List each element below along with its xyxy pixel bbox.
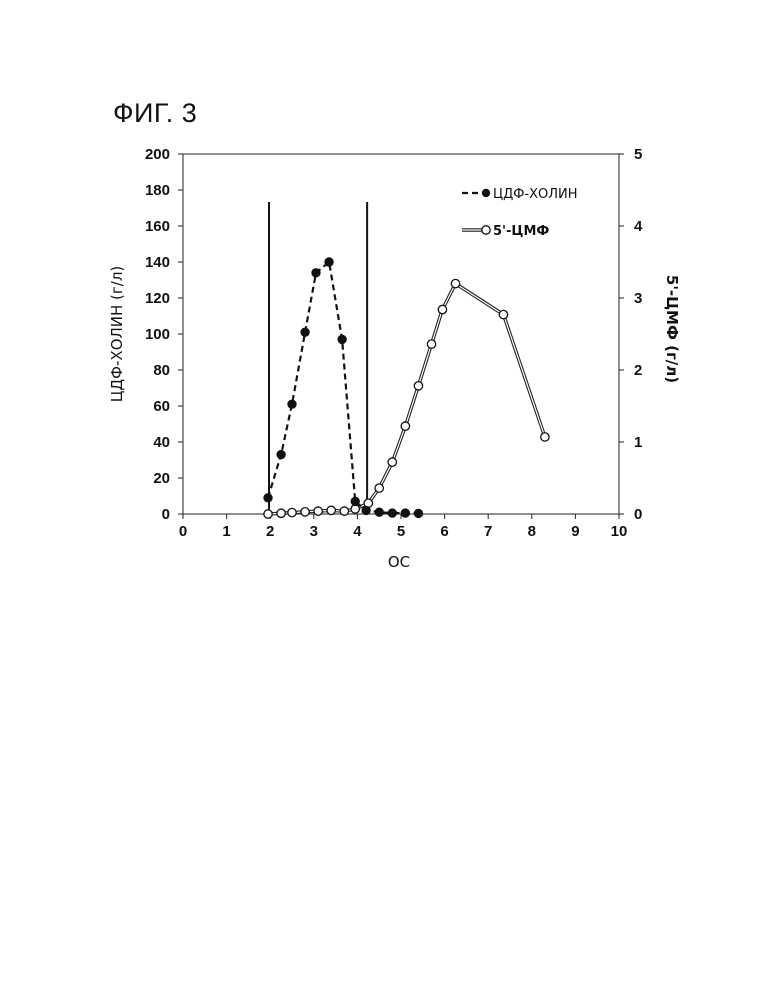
- point-cdp-choline: [401, 509, 409, 517]
- x-tick-label: 0: [179, 523, 187, 540]
- plot-frame: [183, 154, 619, 514]
- series-line-cdp-choline: [268, 262, 418, 514]
- x-tick-label: 2: [266, 523, 274, 540]
- x-tick-label: 5: [397, 523, 405, 540]
- left-y-axis-title: ЦДФ-ХОЛИН (г/л): [108, 266, 126, 403]
- point-5-cmp: [314, 507, 322, 515]
- point-5-cmp: [264, 510, 272, 518]
- right-y-tick-label: 5: [634, 146, 642, 163]
- point-cdp-choline: [325, 258, 333, 266]
- right-y-tick-label: 0: [634, 506, 642, 523]
- x-tick-label: 10: [611, 523, 628, 540]
- right-y-tick-label: 2: [634, 362, 642, 379]
- point-cdp-choline: [362, 506, 370, 514]
- left-y-tick-label: 120: [145, 290, 170, 307]
- point-5-cmp: [427, 340, 435, 348]
- legend-label-5-cmp: 5'-ЦМФ: [493, 224, 549, 239]
- point-cdp-choline: [351, 497, 359, 505]
- left-y-tick-label: 200: [145, 146, 170, 163]
- point-cdp-choline: [338, 335, 346, 343]
- left-y-tick-label: 60: [153, 398, 170, 415]
- point-5-cmp: [340, 507, 348, 515]
- x-tick-label: 6: [440, 523, 448, 540]
- right-y-tick-label: 3: [634, 290, 642, 307]
- point-5-cmp: [388, 458, 396, 466]
- point-cdp-choline: [277, 450, 285, 458]
- left-y-tick-label: 160: [145, 218, 170, 235]
- x-tick-label: 3: [310, 523, 318, 540]
- x-tick-label: 1: [222, 523, 230, 540]
- point-cdp-choline: [388, 509, 396, 517]
- x-tick-label: 8: [528, 523, 536, 540]
- point-5-cmp: [499, 310, 507, 318]
- x-axis-title: ОС: [388, 553, 410, 571]
- point-5-cmp: [301, 508, 309, 516]
- point-5-cmp: [277, 509, 285, 517]
- point-cdp-choline: [288, 400, 296, 408]
- point-5-cmp: [401, 422, 409, 430]
- point-5-cmp: [541, 433, 549, 441]
- point-5-cmp: [451, 279, 459, 287]
- legend-label-cdp-choline: ЦДФ-ХОЛИН: [493, 187, 578, 202]
- point-cdp-choline: [312, 269, 320, 277]
- point-cdp-choline: [375, 508, 383, 516]
- right-y-tick-label: 1: [634, 434, 642, 451]
- point-5-cmp: [327, 506, 335, 514]
- left-y-tick-label: 0: [162, 506, 170, 523]
- series-layer: [264, 258, 549, 518]
- x-tick-label: 4: [353, 523, 362, 540]
- x-tick-label: 7: [484, 523, 492, 540]
- chart-axes: 0123456789100204060801001201401601802000…: [145, 146, 643, 540]
- left-y-tick-label: 40: [153, 434, 170, 451]
- point-5-cmp: [414, 382, 422, 390]
- left-y-tick-label: 20: [153, 470, 170, 487]
- left-y-tick-label: 80: [153, 362, 170, 379]
- point-5-cmp: [375, 484, 383, 492]
- legend-marker-cdp-choline: [482, 189, 490, 197]
- point-cdp-choline: [414, 509, 422, 517]
- chart-legend: ЦДФ-ХОЛИН 5'-ЦМФ: [462, 187, 578, 239]
- left-y-tick-label: 140: [145, 254, 170, 271]
- left-y-tick-label: 180: [145, 182, 170, 199]
- right-y-axis-title: 5'-ЦМФ (г/л): [663, 275, 681, 383]
- x-tick-label: 9: [571, 523, 579, 540]
- point-5-cmp: [438, 305, 446, 313]
- point-5-cmp: [288, 508, 296, 516]
- legend-marker-5-cmp: [482, 226, 490, 234]
- left-y-tick-label: 100: [145, 326, 170, 343]
- point-cdp-choline: [301, 328, 309, 336]
- right-y-tick-label: 4: [634, 218, 643, 235]
- point-cdp-choline: [264, 494, 272, 502]
